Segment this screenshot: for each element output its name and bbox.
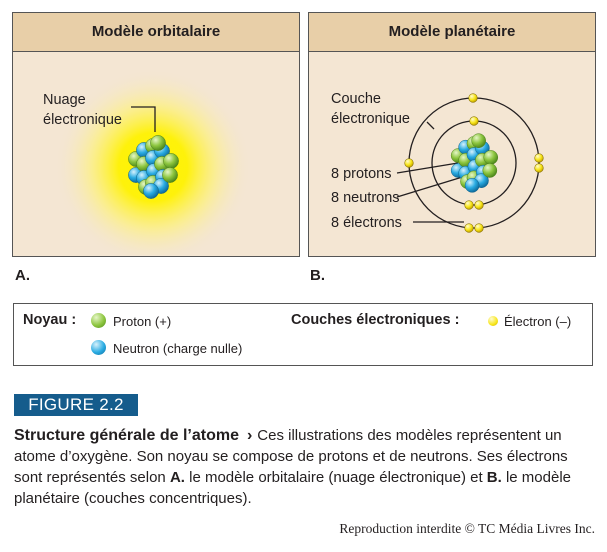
figure-number-tag: FIGURE 2.2 [14, 394, 138, 416]
electron [474, 200, 484, 210]
cloud-label-line2: électronique [43, 112, 122, 128]
legend-nucleus-title: Noyau : [23, 312, 77, 328]
caption-body: Ces illustrations des modèles représente… [14, 427, 568, 486]
caption-title: Structure générale de l’atome [14, 427, 239, 444]
proton [162, 167, 178, 183]
electron [464, 223, 474, 233]
proton-swatch-icon [91, 313, 106, 328]
proton [163, 153, 179, 169]
planetary-model-title: Modèle planétaire [309, 13, 595, 52]
nucleus [450, 133, 499, 193]
caption-a-text: le modèle orbitalaire (nuage électroniqu… [189, 469, 483, 486]
electron [534, 163, 544, 173]
electron-swatch-icon [488, 316, 498, 326]
legend-electron: Électron (–) [504, 314, 572, 329]
caption-a-ref: A. [169, 469, 185, 486]
shell-label-leader [426, 121, 435, 130]
orbital-model-title: Modèle orbitalaire [13, 13, 299, 52]
orbital-model-illustration: Nuage électronique [13, 52, 298, 255]
figure-caption: Structure générale de l’atome › Ces illust… [14, 425, 599, 509]
electron [534, 153, 544, 163]
proton [483, 150, 499, 165]
nucleus [128, 135, 179, 199]
caption-b-text: le modèle planétaire (couches concentriq… [14, 469, 572, 507]
legend-neutron: Neutron (charge nulle) [113, 341, 243, 356]
legend-proton: Proton (+) [113, 314, 172, 329]
legend-shells-title: Couches électroniques : [291, 312, 460, 328]
planetary-model-panel: Modèle planétaire Couche électronique 8 … [308, 12, 596, 257]
shell-label-line1: Couche [331, 91, 381, 107]
neutrons-label-leader [396, 174, 470, 198]
proton [150, 135, 166, 151]
legend-box: Noyau : Proton (+) Neutron (charge nulle… [13, 303, 593, 366]
cloud-label-leader [131, 106, 156, 132]
electron [469, 116, 479, 126]
planetary-model-illustration: Couche électronique 8 protons 8 neutrons… [309, 52, 594, 255]
electrons-label: 8 électrons [331, 215, 402, 231]
electron [474, 223, 484, 233]
protons-label-leader [396, 162, 459, 174]
caption-arrow-icon: › [246, 427, 253, 444]
copyright-notice: Reproduction interdite © TC Média Livres… [339, 521, 595, 536]
electron [468, 93, 478, 103]
proton [471, 133, 486, 148]
neutron-swatch-icon [91, 340, 106, 355]
panel-a-letter: A. [15, 267, 30, 284]
neutron [464, 178, 480, 193]
shell-label-line2: électronique [331, 111, 410, 127]
electron [404, 158, 414, 168]
orbital-model-panel: Modèle orbitalaire Nuage électronique [12, 12, 300, 257]
proton [482, 163, 498, 178]
neutron [143, 183, 159, 199]
neutrons-label: 8 neutrons [331, 190, 400, 206]
panel-b-letter: B. [310, 267, 325, 284]
protons-label: 8 protons [331, 166, 391, 182]
electron [464, 200, 474, 210]
cloud-label-line1: Nuage [43, 92, 86, 108]
caption-b-ref: B. [486, 469, 502, 486]
